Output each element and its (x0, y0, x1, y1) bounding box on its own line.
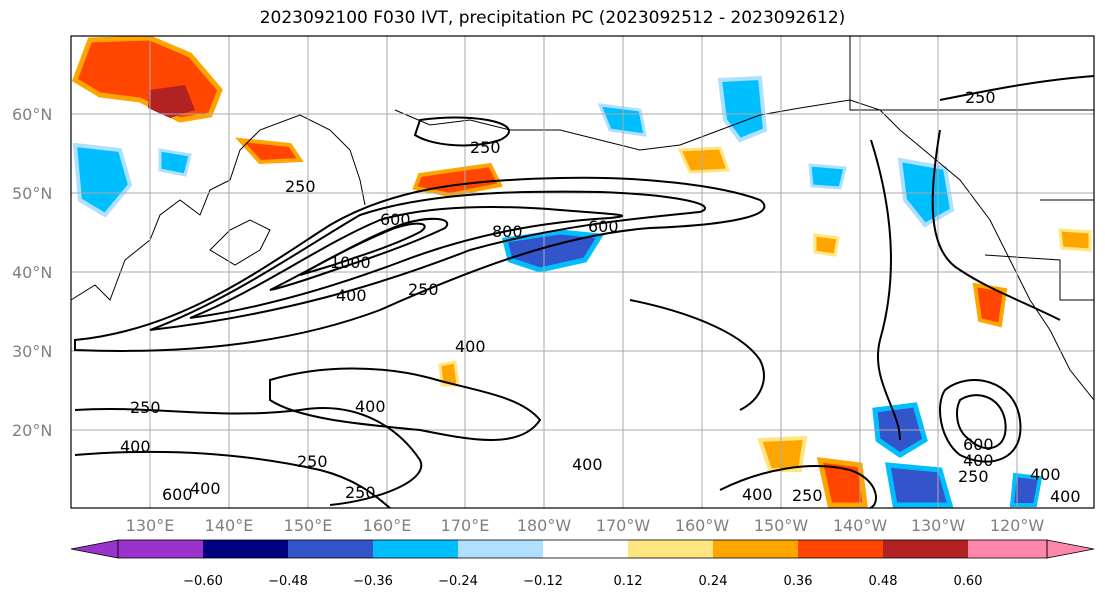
coastlines (70, 36, 1095, 401)
colorbar-extend-low (70, 539, 119, 559)
lon-label: 170°W (596, 516, 651, 535)
contour-label: 400 (336, 286, 367, 305)
lon-label: 140°E (205, 516, 254, 535)
colorbar-cell (373, 540, 458, 558)
lon-label: 160°W (675, 516, 730, 535)
lon-label: 150°E (284, 516, 333, 535)
colorbar-tick-label: −0.12 (523, 574, 563, 589)
contour-label: 250 (285, 177, 316, 196)
lat-label: 50°N (12, 184, 52, 203)
lon-label: 150°W (754, 516, 809, 535)
contour-label: 800 (492, 222, 523, 241)
contour-label: 1000 (330, 253, 371, 272)
contour-label: 250 (408, 280, 439, 299)
contour-label: 600 (162, 485, 193, 504)
contour-label: 250 (470, 138, 501, 157)
colorbar-tick-label: −0.36 (353, 574, 393, 589)
colorbar-tick-label: 0.48 (869, 574, 898, 589)
lat-label: 30°N (12, 342, 52, 361)
colorbar-tick-label: −0.60 (183, 574, 223, 589)
colorbar-cell (203, 540, 288, 558)
lon-label: 120°W (990, 516, 1045, 535)
contour-label: 400 (1050, 487, 1081, 506)
contour-label: 400 (190, 479, 221, 498)
longitude-labels: 130°E 140°E 150°E 160°E 170°E 180°W 170°… (126, 516, 1045, 535)
lat-label: 60°N (12, 105, 52, 124)
contour-label: 250 (958, 467, 989, 486)
contour-label: 400 (1030, 465, 1061, 484)
contour-label: 400 (572, 455, 603, 474)
colorbar-tick-label: 0.24 (699, 574, 728, 589)
lat-label: 20°N (12, 421, 52, 440)
colorbar-tick-label: −0.24 (438, 574, 478, 589)
colorbar-tick-label: 0.12 (614, 574, 643, 589)
map-title: 2023092100 F030 IVT, precipitation PC (2… (259, 8, 846, 28)
contour-label: 400 (355, 397, 386, 416)
lat-label: 40°N (12, 263, 52, 282)
colorbar-cell (713, 540, 798, 558)
colorbar-cell (968, 540, 1047, 558)
contour-label: 250 (965, 88, 996, 107)
colorbar-cell (458, 540, 543, 558)
contour-label: 600 (963, 435, 994, 454)
colorbar-tick-label: −0.48 (268, 574, 308, 589)
lon-label: 180°W (517, 516, 572, 535)
contour-label: 250 (130, 398, 161, 417)
latitude-labels: 60°N 50°N 40°N 30°N 20°N (12, 105, 52, 440)
colorbar-cell (288, 540, 373, 558)
contour-labels: 250 250 250 250 250 250 250 250 250 400 … (120, 88, 1081, 506)
colorbar-cell (798, 540, 883, 558)
contour-label: 400 (455, 337, 486, 356)
contour-label: 400 (742, 485, 773, 504)
colorbar-cell (628, 540, 713, 558)
contour-label: 400 (120, 437, 151, 456)
contour-label: 600 (380, 210, 411, 229)
lon-label: 140°W (833, 516, 888, 535)
lon-label: 130°W (911, 516, 966, 535)
colorbar-cell (543, 540, 628, 558)
colorbar: −0.60 −0.48 −0.36 −0.24 −0.12 0.12 0.24 … (70, 539, 1095, 589)
contour-label: 250 (792, 486, 823, 505)
colorbar-tick-label: 0.60 (954, 574, 983, 589)
colorbar-extend-high (1046, 539, 1095, 559)
lon-label: 170°E (441, 516, 490, 535)
colorbar-cell (118, 540, 203, 558)
colorbar-cell (883, 540, 968, 558)
lon-label: 130°E (126, 516, 175, 535)
contour-label: 400 (963, 451, 994, 470)
contour-label: 250 (297, 452, 328, 471)
ivt-contours (74, 75, 1095, 509)
map-frame (70, 35, 1095, 509)
colorbar-tick-label: 0.36 (784, 574, 813, 589)
contour-label: 600 (588, 217, 619, 236)
lon-label: 160°E (363, 516, 412, 535)
contour-label: 250 (345, 483, 376, 502)
